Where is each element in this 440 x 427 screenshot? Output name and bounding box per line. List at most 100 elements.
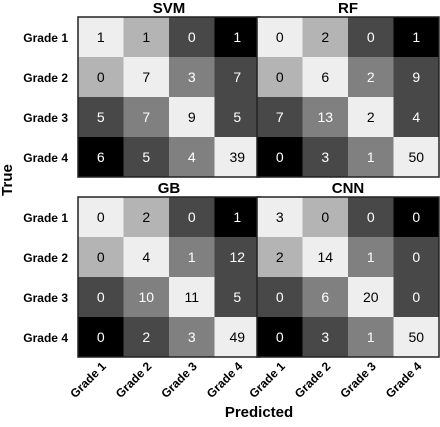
- cell-svm-r4-c3: [169, 137, 215, 177]
- cell-value-gb-r2-c4: 12: [229, 249, 245, 265]
- cell-gb-r3-c1: [78, 277, 124, 317]
- col-label-left-4: Grade 4: [204, 359, 246, 401]
- cell-value-svm-r1-c3: 0: [188, 29, 196, 45]
- cell-value-cnn-r1-c2: 0: [321, 209, 329, 225]
- cell-value-gb-r1-c1: 0: [97, 209, 105, 225]
- cell-rf-r1-c4: [393, 17, 439, 57]
- cell-value-cnn-r2-c3: 1: [367, 249, 375, 265]
- cell-rf-r3-c4: [393, 97, 439, 137]
- cell-value-rf-r1-c3: 0: [367, 29, 375, 45]
- cell-value-svm-r1-c2: 1: [142, 29, 150, 45]
- cell-gb-r3-c2: [123, 277, 169, 317]
- cell-svm-r1-c2: [123, 17, 169, 57]
- panel-title-gb: GB: [158, 180, 181, 197]
- cell-value-gb-r3-c3: 11: [184, 289, 199, 305]
- cell-rf-r2-c3: [348, 57, 394, 97]
- cell-rf-r4-c3: [348, 137, 394, 177]
- col-label-right-3: Grade 3: [337, 359, 379, 401]
- cell-svm-r2-c1: [78, 57, 124, 97]
- cell-value-rf-r2-c2: 6: [321, 69, 329, 85]
- cell-value-gb-r1-c4: 1: [233, 209, 241, 225]
- cell-value-svm-r1-c4: 1: [233, 29, 241, 45]
- cell-value-cnn-r4-c3: 1: [367, 329, 375, 345]
- cell-gb-r2-c1: [78, 237, 124, 277]
- cell-value-rf-r2-c3: 2: [367, 69, 375, 85]
- cell-value-cnn-r3-c1: 0: [276, 289, 284, 305]
- cell-value-svm-r3-c2: 7: [142, 109, 150, 125]
- cell-rf-r4-c2: [302, 137, 348, 177]
- cell-svm-r3-c1: [78, 97, 124, 137]
- cell-rf-r3-c3: [348, 97, 394, 137]
- cell-svm-r4-c1: [78, 137, 124, 177]
- cell-cnn-r4-c4: [393, 317, 439, 357]
- cell-gb-r2-c3: [169, 237, 215, 277]
- row-label-top-3: Grade 3: [23, 111, 68, 125]
- cell-svm-r3-c2: [123, 97, 169, 137]
- cell-cnn-r1-c4: [393, 197, 439, 237]
- cell-value-cnn-r3-c4: 0: [412, 289, 420, 305]
- cell-value-rf-r1-c4: 1: [412, 29, 420, 45]
- cell-value-svm-r4-c1: 6: [97, 149, 105, 165]
- cell-cnn-r3-c3: [348, 277, 394, 317]
- cell-cnn-r4-c1: [257, 317, 303, 357]
- cell-svm-r1-c4: [214, 17, 260, 57]
- cell-value-cnn-r1-c1: 3: [276, 209, 284, 225]
- cell-value-svm-r2-c3: 3: [188, 69, 196, 85]
- cell-value-svm-r3-c4: 5: [233, 109, 241, 125]
- row-label-bottom-3: Grade 3: [23, 291, 68, 305]
- cell-value-cnn-r4-c2: 3: [321, 329, 329, 345]
- cell-value-svm-r3-c1: 5: [97, 109, 105, 125]
- cell-value-gb-r4-c4: 49: [229, 329, 245, 345]
- cell-value-gb-r4-c2: 2: [142, 329, 150, 345]
- cell-value-cnn-r4-c4: 50: [408, 329, 424, 345]
- col-label-right-1: Grade 1: [246, 359, 288, 401]
- cell-gb-r4-c1: [78, 317, 124, 357]
- row-label-top-2: Grade 2: [23, 71, 68, 85]
- cell-svm-r2-c2: [123, 57, 169, 97]
- row-label-bottom-2: Grade 2: [23, 251, 68, 265]
- cell-rf-r3-c1: [257, 97, 303, 137]
- panel-title-rf: RF: [338, 0, 358, 17]
- cell-svm-r1-c3: [169, 17, 215, 57]
- cell-value-cnn-r2-c1: 2: [276, 249, 284, 265]
- cell-value-gb-r3-c4: 5: [233, 289, 241, 305]
- cell-value-svm-r1-c1: 1: [97, 29, 105, 45]
- cell-value-gb-r3-c1: 0: [97, 289, 105, 305]
- cell-value-gb-r1-c2: 2: [142, 209, 150, 225]
- cell-value-gb-r4-c1: 0: [97, 329, 105, 345]
- cell-value-rf-r3-c1: 7: [276, 109, 284, 125]
- cell-value-cnn-r3-c3: 20: [363, 289, 379, 305]
- panel-title-svm: SVM: [153, 0, 186, 17]
- cell-cnn-r4-c3: [348, 317, 394, 357]
- cell-gb-r2-c2: [123, 237, 169, 277]
- cell-svm-r1-c1: [78, 17, 124, 57]
- cell-value-cnn-r4-c1: 0: [276, 329, 284, 345]
- cell-cnn-r3-c1: [257, 277, 303, 317]
- cell-value-gb-r4-c3: 3: [188, 329, 196, 345]
- cell-svm-r4-c2: [123, 137, 169, 177]
- cell-value-cnn-r1-c3: 0: [367, 209, 375, 225]
- cell-value-gb-r3-c2: 10: [138, 289, 154, 305]
- cell-value-rf-r2-c4: 9: [412, 69, 420, 85]
- cell-value-rf-r4-c1: 0: [276, 149, 284, 165]
- cell-value-gb-r2-c1: 0: [97, 249, 105, 265]
- cell-cnn-r1-c1: [257, 197, 303, 237]
- cell-cnn-r4-c2: [302, 317, 348, 357]
- cell-value-rf-r1-c1: 0: [276, 29, 284, 45]
- panel-title-cnn: CNN: [332, 180, 365, 197]
- cell-value-rf-r1-c2: 2: [321, 29, 329, 45]
- row-label-bottom-4: Grade 4: [23, 331, 68, 345]
- cell-cnn-r2-c1: [257, 237, 303, 277]
- x-axis-label: Predicted: [225, 404, 293, 421]
- row-label-bottom-1: Grade 1: [23, 211, 68, 225]
- cell-value-cnn-r3-c2: 6: [321, 289, 329, 305]
- cell-rf-r4-c1: [257, 137, 303, 177]
- panel-cnn: CNN 3 0 0 0 2 14 1 0 0 6 20 0 0 3 1 50: [256, 180, 440, 358]
- panel-gb: GB0 2 0 10 4 1 120 10 11 50 2 3 49: [77, 180, 261, 358]
- cell-gb-r1-c4: [214, 197, 260, 237]
- cell-cnn-r2-c4: [393, 237, 439, 277]
- cell-gb-r4-c3: [169, 317, 215, 357]
- cell-value-svm-r3-c3: 9: [188, 109, 196, 125]
